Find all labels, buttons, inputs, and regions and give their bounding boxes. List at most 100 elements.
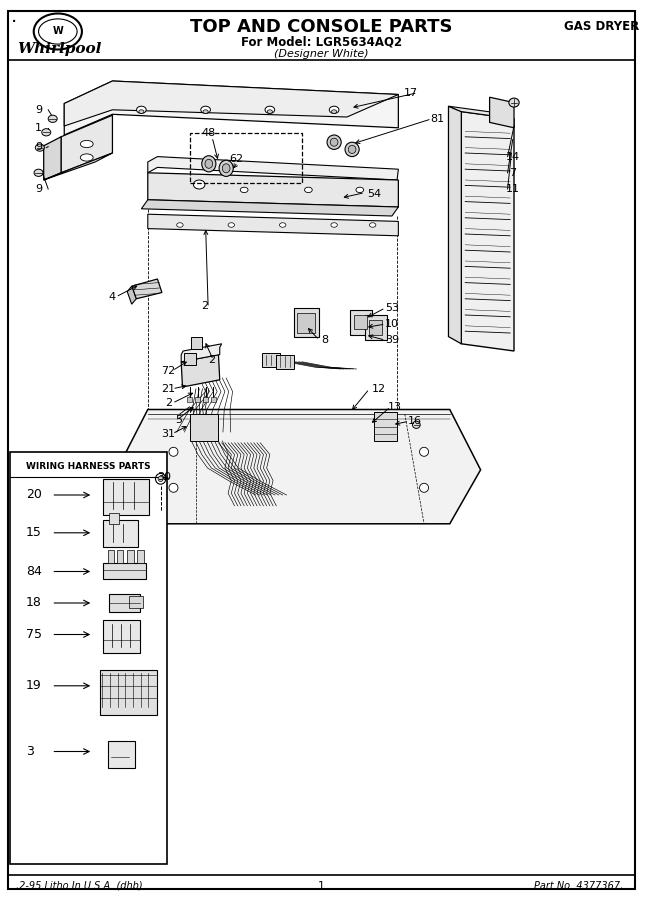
- Ellipse shape: [201, 106, 211, 113]
- Text: 7: 7: [509, 167, 516, 178]
- Ellipse shape: [356, 187, 364, 193]
- Polygon shape: [374, 412, 397, 441]
- Text: 1: 1: [318, 880, 325, 891]
- Text: 9: 9: [35, 141, 42, 152]
- Ellipse shape: [305, 187, 312, 193]
- Ellipse shape: [222, 164, 230, 173]
- Text: 20: 20: [26, 489, 41, 501]
- Ellipse shape: [265, 106, 275, 113]
- Ellipse shape: [348, 145, 356, 153]
- Text: Part No. 4377367,: Part No. 4377367,: [534, 880, 623, 891]
- Bar: [103, 562, 146, 579]
- Polygon shape: [148, 173, 399, 207]
- Ellipse shape: [48, 115, 57, 122]
- Text: 53: 53: [385, 302, 399, 313]
- Ellipse shape: [202, 156, 216, 172]
- Ellipse shape: [332, 110, 337, 113]
- Text: 2: 2: [201, 301, 208, 311]
- Text: 2: 2: [209, 355, 216, 365]
- Ellipse shape: [193, 180, 205, 189]
- Ellipse shape: [36, 144, 44, 151]
- Text: 81: 81: [430, 113, 444, 124]
- Text: 31: 31: [161, 428, 176, 439]
- Ellipse shape: [41, 129, 51, 136]
- Text: 1: 1: [35, 122, 42, 133]
- Text: 9: 9: [35, 184, 42, 194]
- Ellipse shape: [205, 159, 213, 168]
- Text: 3: 3: [26, 745, 34, 758]
- Text: TOP AND CONSOLE PARTS: TOP AND CONSOLE PARTS: [190, 18, 452, 36]
- Polygon shape: [461, 112, 514, 351]
- Text: 15: 15: [26, 526, 41, 539]
- Text: For Model: LGR5634AQ2: For Model: LGR5634AQ2: [240, 36, 402, 49]
- Bar: [187, 397, 192, 402]
- Text: 19: 19: [26, 680, 41, 692]
- Bar: [365, 315, 387, 340]
- Ellipse shape: [413, 421, 420, 428]
- Text: GAS DRYER: GAS DRYER: [564, 21, 639, 33]
- Ellipse shape: [329, 106, 339, 113]
- Ellipse shape: [330, 139, 338, 146]
- Ellipse shape: [137, 106, 146, 113]
- Text: 9: 9: [35, 104, 42, 115]
- Polygon shape: [141, 200, 399, 216]
- Bar: [103, 520, 138, 547]
- Ellipse shape: [34, 169, 43, 176]
- Bar: [190, 133, 302, 183]
- Text: Whirlpool: Whirlpool: [17, 42, 101, 57]
- Bar: [350, 310, 372, 335]
- Text: 75: 75: [26, 628, 41, 641]
- Bar: [276, 355, 294, 369]
- Text: 2: 2: [165, 398, 172, 409]
- Text: 14: 14: [505, 151, 520, 162]
- Ellipse shape: [369, 223, 376, 227]
- Ellipse shape: [169, 447, 178, 456]
- Ellipse shape: [177, 223, 183, 227]
- Ellipse shape: [331, 223, 338, 227]
- Bar: [185, 353, 196, 365]
- Ellipse shape: [509, 98, 519, 107]
- Bar: [103, 620, 140, 652]
- Text: 30: 30: [157, 472, 171, 482]
- Text: ·: ·: [623, 17, 630, 37]
- Ellipse shape: [279, 223, 286, 227]
- Bar: [369, 320, 382, 335]
- Bar: [110, 513, 119, 524]
- Bar: [195, 397, 200, 402]
- Polygon shape: [127, 286, 136, 304]
- Polygon shape: [117, 410, 481, 524]
- Text: ,2-95 Litho In U.S.A. (dhb): ,2-95 Litho In U.S.A. (dhb): [16, 880, 143, 891]
- Bar: [191, 337, 202, 349]
- Polygon shape: [43, 137, 61, 180]
- Ellipse shape: [228, 223, 235, 227]
- Ellipse shape: [38, 19, 77, 44]
- Ellipse shape: [158, 476, 163, 482]
- Bar: [108, 550, 114, 562]
- Bar: [128, 596, 143, 608]
- Text: ·: ·: [11, 13, 17, 32]
- Polygon shape: [190, 414, 218, 441]
- Text: 72: 72: [161, 365, 176, 376]
- Bar: [100, 670, 157, 715]
- Bar: [294, 308, 319, 337]
- Text: 13: 13: [388, 401, 402, 412]
- Ellipse shape: [419, 447, 428, 456]
- Polygon shape: [181, 344, 222, 362]
- Bar: [211, 397, 216, 402]
- Ellipse shape: [267, 110, 272, 113]
- Text: WIRING HARNESS PARTS: WIRING HARNESS PARTS: [26, 462, 150, 471]
- Text: 62: 62: [229, 154, 244, 165]
- Ellipse shape: [139, 110, 144, 113]
- Ellipse shape: [345, 142, 359, 157]
- Ellipse shape: [34, 14, 82, 50]
- Text: 5: 5: [175, 415, 182, 426]
- Bar: [137, 550, 144, 562]
- Ellipse shape: [80, 140, 93, 148]
- Bar: [103, 479, 149, 515]
- Text: 39: 39: [385, 335, 399, 346]
- Text: 48: 48: [202, 128, 216, 139]
- Text: 12: 12: [372, 383, 386, 394]
- Polygon shape: [490, 97, 514, 128]
- Text: 18: 18: [26, 597, 41, 609]
- Polygon shape: [64, 81, 399, 135]
